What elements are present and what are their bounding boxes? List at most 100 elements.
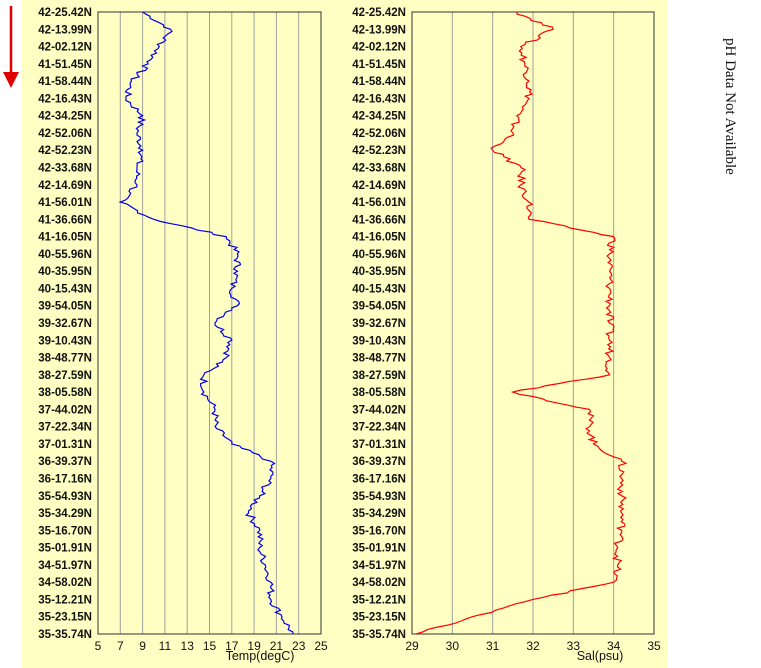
latitude-label: 42-25.42N [352,7,406,19]
x-tick-label: 23 [292,639,306,653]
latitude-label: 37-22.34N [352,422,406,434]
latitude-label: 34-51.97N [38,560,92,572]
latitude-label: 40-35.95N [352,266,406,278]
salinity-plot-frame [411,11,655,635]
latitude-label: 41-36.66N [38,214,92,226]
latitude-label: 35-34.29N [38,508,92,520]
x-tick-label: 9 [139,639,146,653]
latitude-label: 42-02.12N [38,42,92,54]
latitude-label: 35-35.74N [38,629,92,641]
latitude-label: 39-10.43N [352,335,406,347]
latitude-label: 38-48.77N [352,353,406,365]
temperature-grid [119,12,300,634]
x-tick-label: 33 [567,639,581,653]
latitude-label: 35-35.74N [352,629,406,641]
latitude-label: 39-32.67N [38,318,92,330]
latitude-label: 40-15.43N [38,283,92,295]
latitude-label: 35-54.93N [38,491,92,503]
latitude-label: 39-54.05N [38,301,92,313]
x-tick-label: 7 [117,639,124,653]
latitude-label: 42-33.68N [38,163,92,175]
temperature-x-axis-label: Temp(degC) [226,649,295,663]
latitude-label: 42-14.69N [38,180,92,192]
latitude-label: 41-58.44N [352,76,406,88]
latitude-label: 35-23.15N [352,612,406,624]
x-tick-label: 25 [314,639,328,653]
latitude-label: 35-12.21N [352,594,406,606]
salinity-x-ticks: 29 30 31 32 33 34 35 [405,639,661,653]
latitude-label: 38-05.58N [38,387,92,399]
latitude-label: 37-44.02N [352,404,406,416]
x-tick-label: 34 [607,639,621,653]
latitude-label: 39-10.43N [38,335,92,347]
x-tick-label: 21 [270,639,284,653]
temperature-latitude-labels: 42-25.42N 42-13.99N 42-02.12N 41-51.45N 41-5… [38,7,92,641]
latitude-label: 37-22.34N [38,422,92,434]
latitude-label: 40-15.43N [352,283,406,295]
latitude-label: 38-27.59N [38,370,92,382]
latitude-label: 35-01.91N [38,543,92,555]
x-tick-label: 32 [526,639,540,653]
latitude-label: 36-39.37N [352,456,406,468]
latitude-label: 36-17.16N [38,474,92,486]
x-tick-label: 31 [486,639,500,653]
latitude-label: 42-16.43N [38,93,92,105]
salinity-chart: 42-25.42N 42-13.99N 42-02.12N 41-51.45N 41-5… [352,7,661,663]
latitude-label: 35-16.70N [352,525,406,537]
latitude-label: 38-48.77N [38,353,92,365]
latitude-label: 37-01.31N [38,439,92,451]
ph-unavailable-note: pH Data Not Available [722,38,738,175]
temperature-profile-line [118,11,294,635]
latitude-label: 42-34.25N [38,111,92,123]
latitude-label: 37-01.31N [352,439,406,451]
latitude-label: 38-05.58N [352,387,406,399]
latitude-label: 42-52.06N [352,128,406,140]
latitude-label: 38-27.59N [352,370,406,382]
latitude-label: 34-58.02N [38,577,92,589]
latitude-label: 42-52.23N [352,145,406,157]
x-tick-label: 35 [647,639,661,653]
latitude-label: 42-14.69N [352,180,406,192]
x-tick-label: 29 [405,639,419,653]
latitude-label: 39-32.67N [352,318,406,330]
latitude-label: 41-58.44N [38,76,92,88]
latitude-label: 41-56.01N [38,197,92,209]
latitude-label: 34-51.97N [352,560,406,572]
latitude-label: 35-01.91N [352,543,406,555]
x-tick-label: 15 [203,639,217,653]
chart-panel-background [22,0,667,668]
x-tick-label: 19 [247,639,261,653]
latitude-label: 41-36.66N [352,214,406,226]
latitude-label: 42-33.68N [352,163,406,175]
latitude-label: 41-51.45N [352,59,406,71]
salinity-profile-line [415,11,628,635]
latitude-label: 42-16.43N [352,93,406,105]
latitude-label: 42-34.25N [352,111,406,123]
x-tick-label: 13 [181,639,195,653]
latitude-label: 41-51.45N [38,59,92,71]
latitude-label: 36-17.16N [352,474,406,486]
x-tick-label: 17 [225,639,239,653]
latitude-label: 37-44.02N [38,404,92,416]
latitude-label: 41-16.05N [352,232,406,244]
latitude-label: 36-39.37N [38,456,92,468]
latitude-label: 41-56.01N [352,197,406,209]
salinity-x-axis-label: Sal(psu) [577,649,624,663]
latitude-label: 35-12.21N [38,594,92,606]
x-tick-label: 11 [159,639,172,653]
latitude-label: 40-55.96N [352,249,406,261]
latitude-label: 35-34.29N [352,508,406,520]
x-tick-label: 30 [446,639,460,653]
salinity-grid [451,12,615,634]
temperature-chart: 42-25.42N 42-13.99N 42-02.12N 41-51.45N 41-5… [38,7,328,663]
latitude-label: 35-54.93N [352,491,406,503]
temperature-plot-frame [97,11,322,635]
x-tick-label: 5 [95,639,102,653]
salinity-latitude-labels: 42-25.42N 42-13.99N 42-02.12N 41-51.45N 41-5… [352,7,406,641]
latitude-label: 34-58.02N [352,577,406,589]
latitude-label: 35-16.70N [38,525,92,537]
latitude-label: 39-54.05N [352,301,406,313]
latitude-label: 42-52.06N [38,128,92,140]
latitude-label: 42-13.99N [352,24,406,36]
